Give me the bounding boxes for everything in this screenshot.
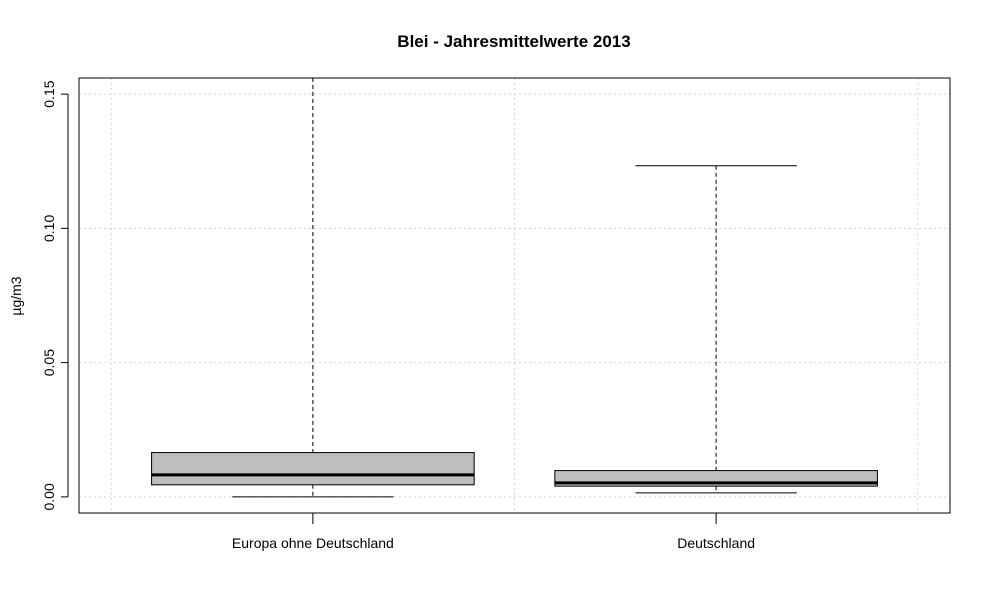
y-tick-label: 0.15 bbox=[41, 80, 57, 107]
y-tick-label: 0.05 bbox=[41, 349, 57, 376]
y-tick-label: 0.10 bbox=[41, 215, 57, 242]
chart-title: Blei - Jahresmittelwerte 2013 bbox=[397, 32, 630, 51]
y-axis: 0.00 0.05 0.10 0.15 bbox=[41, 80, 69, 511]
x-tick-label: Europa ohne Deutschland bbox=[232, 535, 394, 551]
plot-frame bbox=[78, 77, 951, 514]
boxes bbox=[151, 78, 878, 498]
box-iqr bbox=[151, 452, 475, 486]
y-tick-label: 0.00 bbox=[41, 483, 57, 510]
x-axis: Europa ohne Deutschland Deutschland bbox=[232, 513, 755, 551]
x-tick-label: Deutschland bbox=[677, 535, 755, 551]
y-axis-label: µg/m3 bbox=[8, 276, 24, 315]
grid bbox=[79, 78, 950, 513]
